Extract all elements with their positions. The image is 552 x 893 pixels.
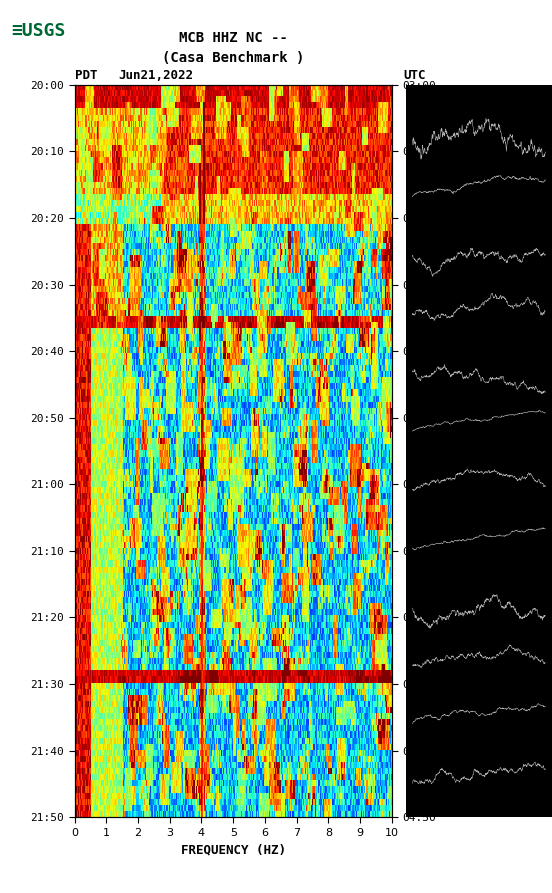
Text: UTC: UTC [403,69,426,82]
Text: (Casa Benchmark ): (Casa Benchmark ) [162,51,304,65]
Text: Jun21,2022: Jun21,2022 [119,69,194,82]
Text: ≡USGS: ≡USGS [11,22,66,40]
Text: PDT: PDT [75,69,97,82]
Text: MCB HHZ NC --: MCB HHZ NC -- [179,30,288,45]
X-axis label: FREQUENCY (HZ): FREQUENCY (HZ) [181,843,286,856]
